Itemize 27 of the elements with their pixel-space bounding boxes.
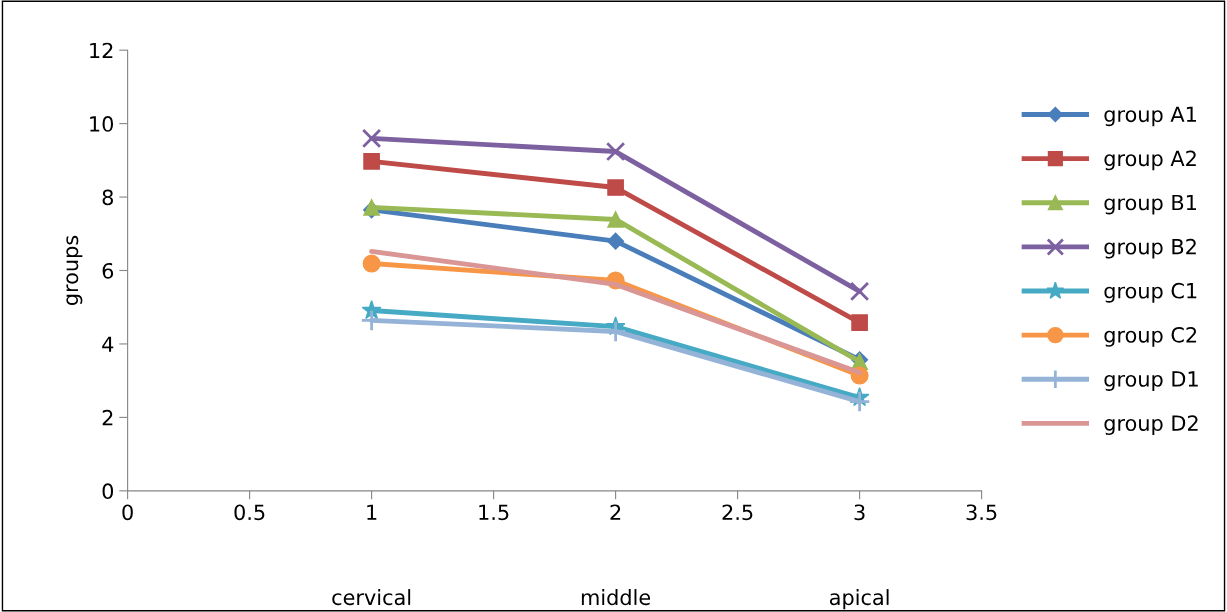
text: apical <box>829 589 889 610</box>
y-axis-title: groups <box>66 235 83 306</box>
y-tick-label: 12 <box>90 42 113 59</box>
x-tick-label: 1 <box>367 504 377 520</box>
x-tick-label: 2.5 <box>722 504 753 521</box>
legend-label: group B1 <box>1104 194 1196 215</box>
x-tick-label: 0.5 <box>234 504 265 521</box>
x-tick-label: 2 <box>610 504 621 520</box>
legend-label: group C1 <box>1104 282 1197 303</box>
x-tick-label: 0 <box>122 504 133 521</box>
y-tick-label: 10 <box>90 116 114 132</box>
x-tick-label: 3.5 <box>966 504 997 521</box>
text: middle <box>581 589 651 606</box>
y-tick-label: 8 <box>102 189 113 206</box>
legend-label: group A1 <box>1104 106 1196 127</box>
y-tick-label: 4 <box>102 336 114 352</box>
x-tick-label: 3 <box>854 504 865 521</box>
legend-label: group C2 <box>1104 326 1197 347</box>
text: cervical <box>332 589 411 606</box>
x-tick-label: 1.5 <box>479 504 509 521</box>
legend-label: group D2 <box>1104 415 1198 436</box>
y-tick-label: 0 <box>102 483 114 500</box>
y-tick-label: 6 <box>102 262 114 279</box>
legend-label: group A2 <box>1104 150 1196 171</box>
legend-label: group D1 <box>1104 371 1198 391</box>
legend-label: group B2 <box>1104 238 1196 259</box>
y-tick-label: 2 <box>102 409 113 426</box>
